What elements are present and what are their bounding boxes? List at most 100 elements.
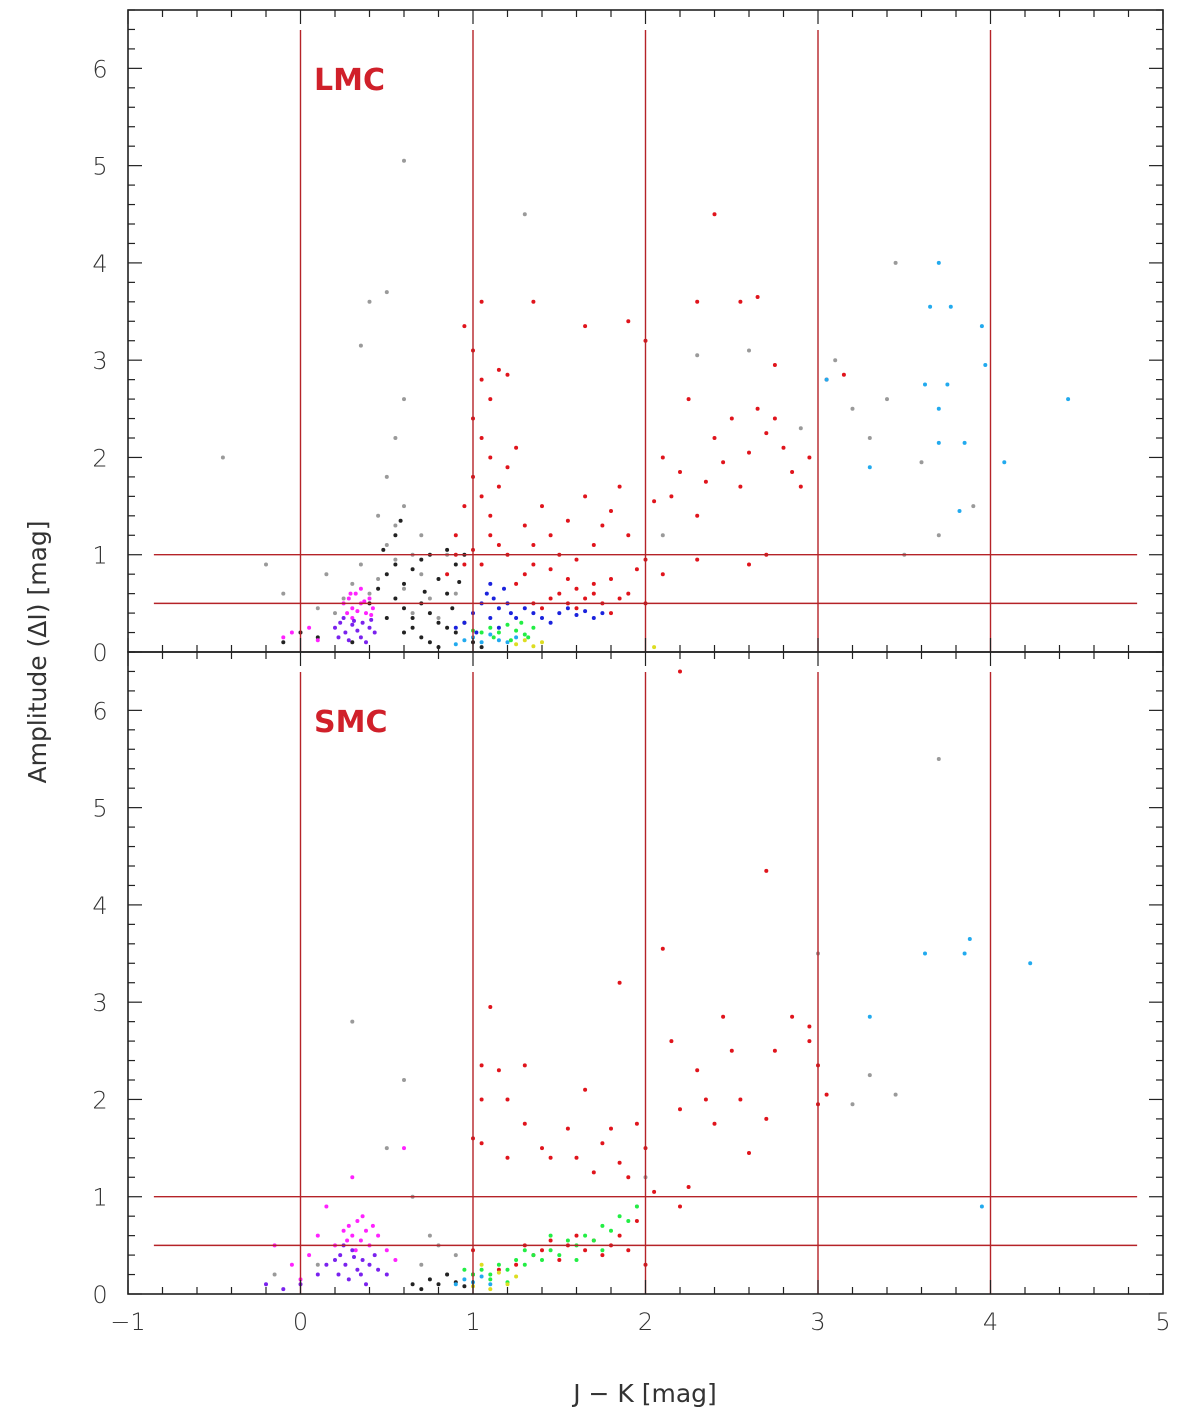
- x-tick-label: 0: [293, 1308, 308, 1336]
- lmc-point: [324, 572, 329, 577]
- lmc-point: [508, 638, 513, 643]
- lmc-point: [345, 611, 350, 616]
- lmc-point: [772, 416, 777, 421]
- smc-point: [364, 1282, 368, 1287]
- smc-point: [384, 1272, 389, 1277]
- smc-point: [962, 951, 967, 956]
- lmc-point: [367, 591, 372, 596]
- lmc-point: [333, 611, 337, 616]
- lmc-point: [505, 622, 510, 627]
- lmc-point: [514, 616, 519, 620]
- smc-point: [350, 1175, 355, 1180]
- smc-point: [360, 1258, 365, 1262]
- smc-point: [764, 1116, 769, 1121]
- lmc-point: [453, 642, 458, 647]
- lmc-point: [479, 630, 484, 635]
- lmc-point: [936, 406, 941, 411]
- smc-point: [350, 1233, 355, 1238]
- lmc-ticks: [127, 9, 1164, 653]
- lmc-point: [772, 363, 777, 367]
- smc-point: [600, 1248, 605, 1253]
- smc-point: [462, 1284, 467, 1289]
- smc-point: [479, 1267, 484, 1272]
- smc-point: [376, 1233, 381, 1238]
- lmc-point: [384, 616, 389, 620]
- lmc-point: [341, 596, 346, 601]
- lmc-point: [479, 299, 484, 304]
- smc-point: [462, 1277, 467, 1282]
- smc-point: [419, 1287, 424, 1292]
- lmc-point: [315, 638, 320, 643]
- lmc-point: [557, 591, 562, 596]
- lmc-point: [307, 625, 312, 630]
- lmc-point: [505, 372, 510, 377]
- lmc-point: [462, 638, 467, 643]
- lmc-point: [695, 513, 700, 518]
- smc-point: [419, 1262, 424, 1267]
- lmc-point: [350, 640, 355, 645]
- lmc-point: [867, 436, 872, 440]
- smc-point: [652, 1189, 657, 1194]
- x-tick-label: 2: [638, 1308, 653, 1336]
- smc-point: [540, 1258, 544, 1262]
- smc-point: [548, 1248, 553, 1253]
- lmc-point: [376, 586, 381, 591]
- lmc-point: [367, 596, 372, 601]
- lmc-point: [957, 509, 962, 513]
- lmc-point: [402, 606, 406, 611]
- smc-point: [669, 1039, 674, 1044]
- smc-point: [600, 1141, 605, 1146]
- smc-point: [712, 1121, 717, 1126]
- lmc-point: [488, 616, 493, 620]
- smc-y-tick-label: 1: [92, 1184, 107, 1212]
- smc-point: [617, 1160, 622, 1165]
- lmc-point: [548, 620, 553, 625]
- lmc-point: [591, 543, 596, 547]
- lmc-point: [565, 518, 570, 523]
- lmc-point: [729, 416, 734, 421]
- smc-point: [591, 1170, 596, 1175]
- lmc-point: [350, 606, 355, 611]
- lmc-point: [738, 299, 743, 304]
- lmc-point: [945, 382, 950, 387]
- lmc-point: [281, 591, 286, 596]
- lmc-y-tick-label: 0: [92, 639, 107, 667]
- lmc-point: [540, 640, 544, 645]
- lmc-point: [398, 518, 403, 523]
- lmc-point: [436, 577, 441, 581]
- lmc-point: [514, 445, 519, 450]
- smc-point: [548, 1233, 553, 1238]
- lmc-point: [410, 625, 415, 630]
- smc-point: [427, 1277, 432, 1282]
- smc-point: [272, 1272, 277, 1277]
- lmc-point: [488, 581, 493, 586]
- smc-point: [936, 757, 941, 761]
- smc-point: [522, 1063, 527, 1068]
- lmc-point: [798, 484, 803, 489]
- lmc-point: [540, 504, 544, 509]
- lmc-point: [526, 635, 531, 640]
- lmc-point: [281, 635, 286, 640]
- smc-point: [923, 951, 927, 956]
- smc-point: [358, 1272, 363, 1277]
- smc-point: [626, 1248, 631, 1253]
- lmc-point: [979, 324, 984, 329]
- lmc-point: [626, 319, 631, 324]
- lmc-point: [712, 436, 717, 440]
- smc-point: [384, 1146, 389, 1151]
- smc-point: [333, 1258, 337, 1262]
- lmc-point: [491, 596, 496, 601]
- lmc-point: [496, 367, 501, 372]
- lmc-point: [402, 504, 406, 509]
- lmc-point: [264, 562, 268, 567]
- lmc-point: [358, 562, 363, 567]
- lmc-point: [948, 304, 953, 309]
- smc-point: [583, 1087, 588, 1092]
- lmc-point: [591, 591, 596, 596]
- smc-point: [372, 1253, 377, 1258]
- lmc-point: [384, 572, 389, 577]
- lmc-point: [436, 616, 441, 620]
- lmc-point: [652, 499, 657, 504]
- smc-point: [479, 1141, 484, 1146]
- smc-point: [514, 1274, 519, 1279]
